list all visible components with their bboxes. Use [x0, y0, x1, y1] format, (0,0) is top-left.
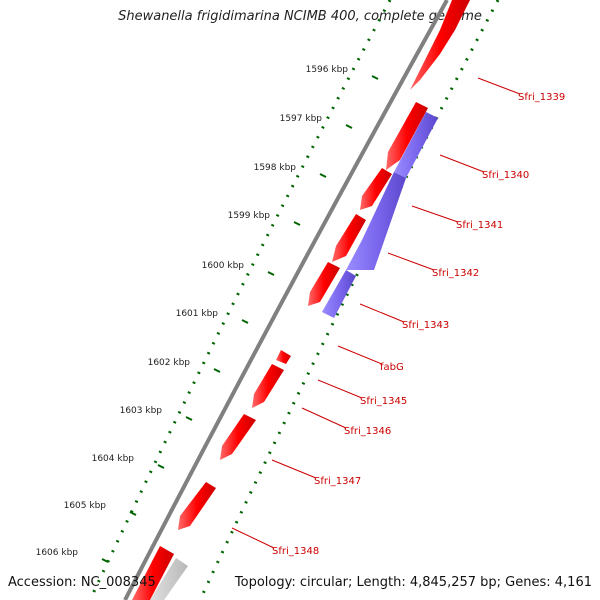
tick-mark [213, 368, 221, 373]
gene-sfri-1339 [410, 0, 470, 90]
gene-sfri-1340 [386, 102, 428, 170]
backbone-line [123, 0, 449, 600]
tick-labels: 1596 kbp 1597 kbp 1598 kbp 1599 kbp 1600 kbp… [36, 65, 349, 558]
tick-mark [345, 124, 353, 129]
tick-mark [241, 319, 249, 324]
label-leader-line [359, 303, 405, 323]
label-leader-line [231, 527, 275, 549]
gene-fabg [276, 350, 291, 364]
tick-label: 1604 kbp [92, 454, 135, 464]
gene-label: Sfri_1341 [456, 220, 503, 231]
gene-label: Sfri_1347 [314, 476, 361, 487]
tick-mark [129, 511, 137, 516]
tick-label: 1599 kbp [228, 211, 271, 221]
gene-blue-3 [322, 270, 356, 318]
accession-text: Accession: NC_008345 [8, 575, 156, 590]
gene-sfri-1341 [360, 168, 392, 210]
gene-label: fabG [380, 362, 404, 373]
gene-label: Sfri_1348 [272, 546, 319, 557]
gc-skew-inner-track [88, 0, 392, 600]
gene-blue-2 [346, 172, 406, 270]
tick-label: 1596 kbp [306, 65, 349, 75]
tick-mark [267, 271, 275, 276]
tick-label: 1602 kbp [148, 358, 191, 368]
gene-blue-1 [394, 112, 438, 178]
gene-label: Sfri_1345 [360, 396, 407, 407]
reverse-genes [322, 112, 438, 318]
topology-text: Topology: circular; Length: 4,845,257 bp… [234, 575, 592, 590]
label-leader-line [387, 252, 435, 271]
gc-skew-outer-track [198, 0, 500, 600]
label-leader-line [271, 459, 317, 479]
gene-grey [150, 558, 188, 600]
tick-mark [293, 221, 301, 226]
label-leaders [231, 77, 521, 549]
tick-mark [157, 464, 165, 469]
tick-label: 1601 kbp [176, 309, 219, 319]
label-leader-line [411, 205, 459, 223]
label-leader-line [317, 379, 363, 399]
gene-label: Sfri_1343 [402, 320, 449, 331]
label-leader-line [337, 345, 383, 365]
tick-mark [101, 558, 109, 563]
label-leader-line [301, 407, 347, 429]
tick-label: 1598 kbp [254, 163, 297, 173]
gene-sfri-1346 [220, 414, 256, 460]
tick-label: 1600 kbp [202, 261, 245, 271]
tick-label: 1606 kbp [36, 548, 79, 558]
gene-label: Sfri_1342 [432, 268, 479, 279]
gene-label: Sfri_1346 [344, 426, 391, 437]
gene-sfri-1343 [308, 262, 340, 306]
gene-labels: Sfri_1339 Sfri_1340 Sfri_1341 Sfri_1342 Sfri… [272, 92, 565, 557]
gene-label: Sfri_1339 [518, 92, 565, 103]
map-title: Shewanella frigidimarina NCIMB 400, comp… [118, 9, 482, 24]
tick-label: 1603 kbp [120, 406, 163, 416]
gene-sfri-1347 [178, 482, 216, 530]
tick-mark [319, 173, 327, 178]
tick-mark [185, 416, 193, 421]
label-leader-line [477, 77, 521, 95]
forward-genes [132, 0, 470, 600]
gene-label: Sfri_1340 [482, 170, 529, 181]
label-leader-line [439, 154, 485, 173]
tick-marks [101, 75, 379, 563]
gene-sfri-1349 [132, 546, 174, 600]
tick-label: 1597 kbp [280, 114, 323, 124]
gene-sfri-1345 [252, 364, 284, 408]
tick-mark [371, 75, 379, 80]
gene-sfri-1342 [332, 214, 366, 262]
tick-label: 1605 kbp [64, 501, 107, 511]
